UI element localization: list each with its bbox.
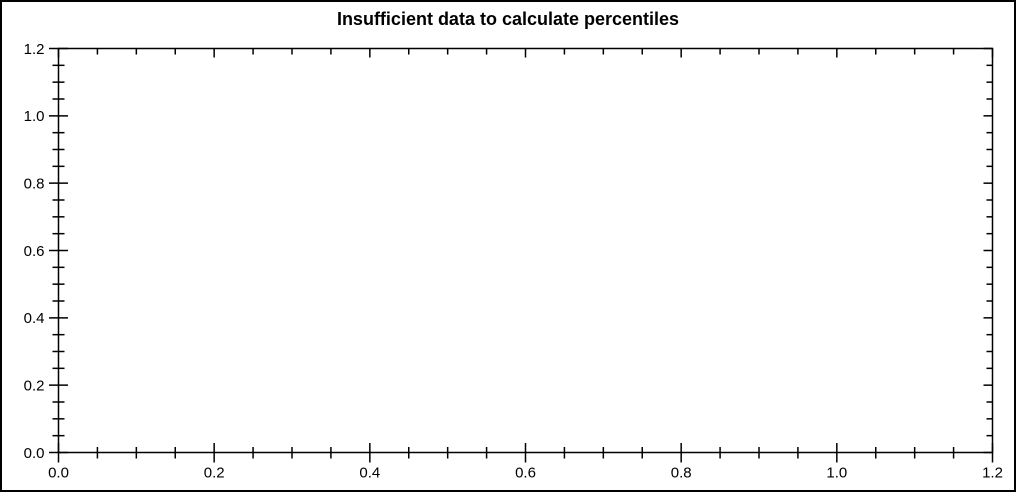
x-tick-label: 0.6 [515,465,536,482]
y-tick-label: 0.2 [24,377,45,394]
y-tick-label: 1.2 [24,41,45,58]
y-tick-label: 0.4 [24,310,45,327]
y-tick-label: 0.0 [24,445,45,462]
plot-box [57,47,994,454]
x-tick-label: 0.0 [48,465,69,482]
x-tick-label: 0.2 [204,465,225,482]
chart-title: Insufficient data to calculate percentil… [336,9,680,29]
y-tick-label: 0.8 [24,175,45,192]
x-tick-label: 1.2 [982,465,1003,482]
y-tick-label: 1.0 [24,108,45,125]
x-tick-label: 1.0 [826,465,847,482]
x-tick-label: 0.4 [359,465,380,482]
x-tick-label: 0.8 [671,465,692,482]
y-tick-label: 0.6 [24,243,45,260]
